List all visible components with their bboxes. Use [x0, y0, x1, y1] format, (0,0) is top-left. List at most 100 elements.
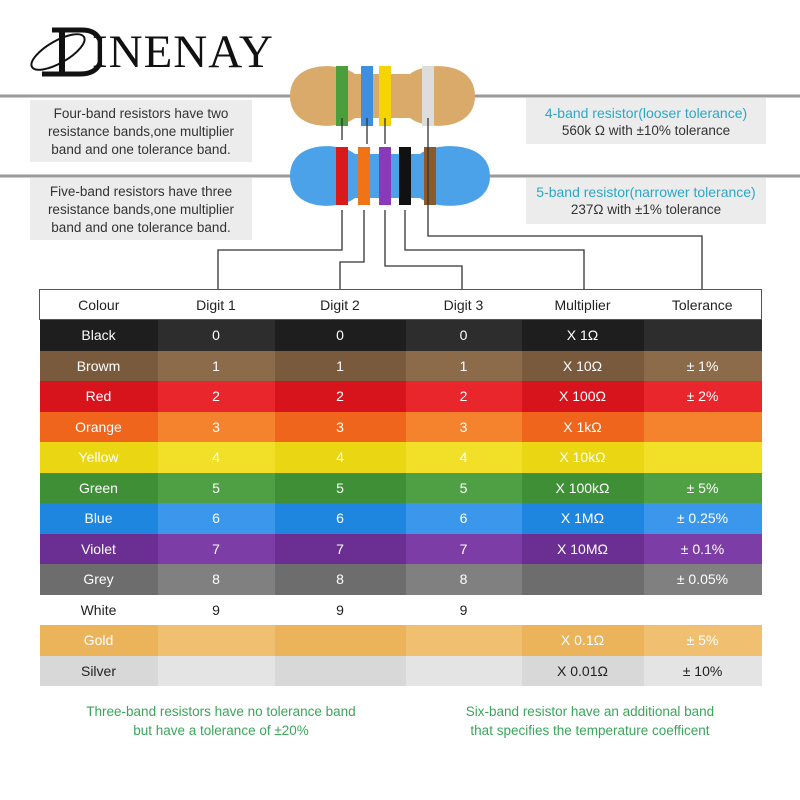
- four-band-example-title: 4-band resistor(looser tolerance): [544, 105, 748, 121]
- silver-digit-3-cell: [405, 655, 522, 686]
- gold-colour-cell: Gold: [39, 625, 158, 656]
- black-multiplier-cell: X 1Ω: [521, 319, 644, 351]
- three-band-footnote-line-2: but have a tolerance of ±20%: [133, 723, 309, 738]
- blue-digit-2-cell: 6: [274, 503, 406, 534]
- five-band-description-line-3: band and one tolerance band.: [51, 220, 231, 235]
- violet-digit-3-cell: 7: [405, 533, 522, 564]
- yellow-digit-1-cell: 4: [157, 442, 275, 473]
- blue-tolerance-cell: ± 0.25%: [643, 503, 762, 534]
- green-tolerance-cell: ± 5%: [643, 472, 762, 503]
- blue-digit-1-cell: 6: [157, 503, 275, 534]
- table-row-gold: Gold X 0.1Ω ± 5%: [39, 625, 762, 656]
- white-tolerance-cell: [643, 594, 762, 625]
- five-band-description: Five-band resistors have three resistanc…: [30, 178, 252, 240]
- six-band-footnote-line-1: Six-band resistor have an additional ban…: [465, 704, 715, 719]
- orange-digit-2-cell: 3: [274, 411, 406, 442]
- green-digit-2-cell: 5: [274, 472, 406, 503]
- gold-digit-2-cell: [274, 625, 406, 656]
- four-band-description-line-1: Four-band resistors have two: [53, 106, 229, 121]
- five-band-band-2: [358, 147, 370, 205]
- gold-digit-3-cell: [405, 625, 522, 656]
- brown-digit-1-cell: 1: [157, 350, 275, 381]
- header-colour: Colour: [39, 289, 158, 320]
- white-digit-3-cell: 9: [405, 594, 522, 625]
- table-row-orange: Orange 3 3 3 X 1kΩ: [39, 411, 762, 442]
- orange-multiplier-cell: X 1kΩ: [521, 411, 644, 442]
- yellow-digit-3-cell: 4: [405, 442, 522, 473]
- four-band-description-line-2: resistance bands,one multiplier: [47, 124, 235, 139]
- violet-multiplier-cell: X 10MΩ: [521, 533, 644, 564]
- brown-digit-3-cell: 1: [405, 350, 522, 381]
- four-band-description: Four-band resistors have two resistance …: [30, 100, 252, 162]
- header-digit-3: Digit 3: [405, 289, 522, 320]
- five-band-band-3: [379, 147, 391, 205]
- logo-d-mark-icon: [30, 27, 102, 77]
- four-band-band-2: [361, 66, 373, 126]
- grey-tolerance-cell: ± 0.05%: [643, 564, 762, 595]
- five-band-band-4: [399, 147, 411, 205]
- table-row-white: White 9 9 9: [39, 594, 762, 625]
- red-digit-3-cell: 2: [405, 381, 522, 412]
- table-header-row: Colour Digit 1 Digit 2 Digit 3 Multiplie…: [39, 289, 762, 320]
- black-digit-3-cell: 0: [405, 319, 522, 351]
- black-colour-cell: Black: [39, 319, 158, 351]
- silver-tolerance-cell: ± 10%: [643, 655, 762, 686]
- brown-multiplier-cell: X 10Ω: [521, 350, 644, 381]
- violet-colour-cell: Violet: [39, 533, 158, 564]
- violet-digit-1-cell: 7: [157, 533, 275, 564]
- gold-multiplier-cell: X 0.1Ω: [521, 625, 644, 656]
- table-row-grey: Grey 8 8 8 ± 0.05%: [39, 564, 762, 595]
- black-digit-2-cell: 0: [274, 319, 406, 351]
- red-tolerance-cell: ± 2%: [643, 381, 762, 412]
- silver-digit-1-cell: [157, 655, 275, 686]
- green-colour-cell: Green: [39, 472, 158, 503]
- grey-digit-2-cell: 8: [274, 564, 406, 595]
- green-multiplier-cell: X 100kΩ: [521, 472, 644, 503]
- table-row-violet: Violet 7 7 7 X 10MΩ ± 0.1%: [39, 533, 762, 564]
- red-multiplier-cell: X 100Ω: [521, 381, 644, 412]
- silver-digit-2-cell: [274, 655, 406, 686]
- orange-tolerance-cell: [643, 411, 762, 442]
- six-band-footnote: Six-band resistor have an additional ban…: [440, 702, 740, 740]
- five-band-description-line-1: Five-band resistors have three: [49, 184, 233, 199]
- five-band-description-line-2: resistance bands,one multiplier: [47, 202, 235, 217]
- black-digit-1-cell: 0: [157, 319, 275, 351]
- color-code-table: Colour Digit 1 Digit 2 Digit 3 Multiplie…: [39, 289, 762, 686]
- header-tolerance: Tolerance: [643, 289, 762, 320]
- brown-colour-cell: Browm: [39, 350, 158, 381]
- white-multiplier-cell: [521, 594, 644, 625]
- green-digit-3-cell: 5: [405, 472, 522, 503]
- four-band-example-value: 560k Ω with ±10% tolerance: [561, 123, 731, 138]
- four-band-band-4: [422, 66, 434, 126]
- silver-colour-cell: Silver: [39, 655, 158, 686]
- six-band-footnote-line-2: that specifies the temperature coefficen…: [470, 723, 710, 738]
- table-row-silver: Silver X 0.01Ω ± 10%: [39, 655, 762, 686]
- grey-colour-cell: Grey: [39, 564, 158, 595]
- red-colour-cell: Red: [39, 381, 158, 412]
- silver-multiplier-cell: X 0.01Ω: [521, 655, 644, 686]
- grey-multiplier-cell: [521, 564, 644, 595]
- gold-tolerance-cell: ± 5%: [643, 625, 762, 656]
- table-row-black: Black 0 0 0 X 1Ω: [39, 319, 762, 351]
- four-band-example: 4-band resistor(looser tolerance) 560k Ω…: [526, 98, 766, 144]
- three-band-footnote-line-1: Three-band resistors have no tolerance b…: [86, 704, 356, 719]
- four-band-band-3: [379, 66, 391, 126]
- brand-logo: INENAY: [22, 22, 273, 78]
- yellow-colour-cell: Yellow: [39, 442, 158, 473]
- five-band-example-title: 5-band resistor(narrower tolerance): [536, 184, 756, 200]
- four-band-band-1: [336, 66, 348, 126]
- orange-digit-1-cell: 3: [157, 411, 275, 442]
- five-band-example: 5-band resistor(narrower tolerance) 237Ω…: [526, 178, 766, 224]
- yellow-digit-2-cell: 4: [274, 442, 406, 473]
- gold-digit-1-cell: [157, 625, 275, 656]
- orange-digit-3-cell: 3: [405, 411, 522, 442]
- five-band-example-value: 237Ω with ±1% tolerance: [570, 202, 722, 217]
- table-row-brown: Browm 1 1 1 X 10Ω ± 1%: [39, 350, 762, 381]
- blue-digit-3-cell: 6: [405, 503, 522, 534]
- five-band-band-5: [424, 147, 436, 205]
- table-row-yellow: Yellow 4 4 4 X 10kΩ: [39, 442, 762, 473]
- red-digit-2-cell: 2: [274, 381, 406, 412]
- grey-digit-1-cell: 8: [157, 564, 275, 595]
- green-digit-1-cell: 5: [157, 472, 275, 503]
- resistor-diagram: [0, 66, 800, 290]
